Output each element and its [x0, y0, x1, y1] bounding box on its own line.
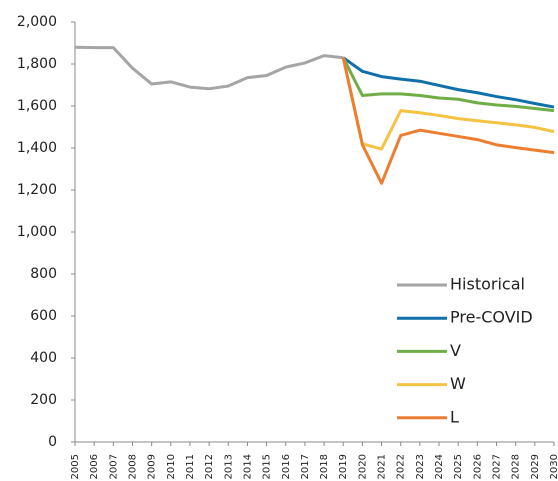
y-tick-label: 1,200 — [17, 182, 57, 198]
legend-label: W — [450, 374, 466, 393]
x-tick-label: 2017 — [300, 454, 311, 479]
legend-label: Historical — [450, 275, 525, 294]
x-tick-label: 2014 — [242, 454, 253, 479]
legend-label: V — [450, 341, 461, 360]
series-line — [74, 45, 344, 91]
x-tick-label: 2028 — [511, 454, 522, 479]
y-tick-label: 0 — [48, 434, 57, 450]
x-tick-label: 2006 — [89, 454, 100, 479]
x-tick-label: 2018 — [319, 454, 330, 479]
y-tick-label: 800 — [30, 266, 57, 282]
x-tick-label: 2016 — [281, 454, 292, 479]
series-line — [341, 57, 555, 185]
y-tick-label: 1,400 — [17, 140, 57, 156]
x-tick-label: 2008 — [127, 454, 138, 479]
y-tick-label: 1,600 — [17, 98, 57, 114]
y-tick-label: 1,000 — [17, 224, 57, 240]
x-tick-label: 2019 — [338, 454, 349, 479]
y-tick-label: 600 — [30, 308, 57, 324]
x-tick-label: 2024 — [434, 454, 445, 479]
x-tick-label: 2029 — [530, 454, 541, 479]
x-tick-label: 2005 — [70, 454, 81, 479]
x-tick-label: 2023 — [415, 454, 426, 479]
x-tick-label: 2021 — [377, 454, 388, 479]
legend-label: Pre-COVID — [450, 308, 533, 327]
series-line — [342, 56, 555, 109]
x-tick-label: 2020 — [357, 454, 368, 479]
x-tick-label: 2026 — [472, 454, 483, 479]
y-tick-label: 400 — [30, 350, 57, 366]
x-tick-label: 2007 — [108, 454, 119, 479]
x-tick-label: 2013 — [223, 454, 234, 479]
x-tick-label: 2012 — [204, 454, 215, 479]
series-line — [341, 57, 555, 151]
y-tick-label: 1,800 — [17, 56, 57, 72]
x-tick-label: 2010 — [166, 454, 177, 479]
x-tick-label: 2022 — [396, 454, 407, 479]
x-tick-label: 2027 — [492, 454, 503, 479]
y-tick-label: 2,000 — [17, 14, 57, 30]
y-tick-label: 200 — [30, 392, 57, 408]
x-tick-label: 2011 — [185, 454, 196, 479]
x-tick-label: 2015 — [262, 454, 273, 479]
x-tick-label: 2030 — [549, 454, 558, 479]
x-tick-label: 2025 — [453, 454, 464, 479]
series-line — [341, 57, 555, 113]
legend-label: L — [450, 407, 459, 426]
x-tick-label: 2009 — [147, 454, 158, 479]
